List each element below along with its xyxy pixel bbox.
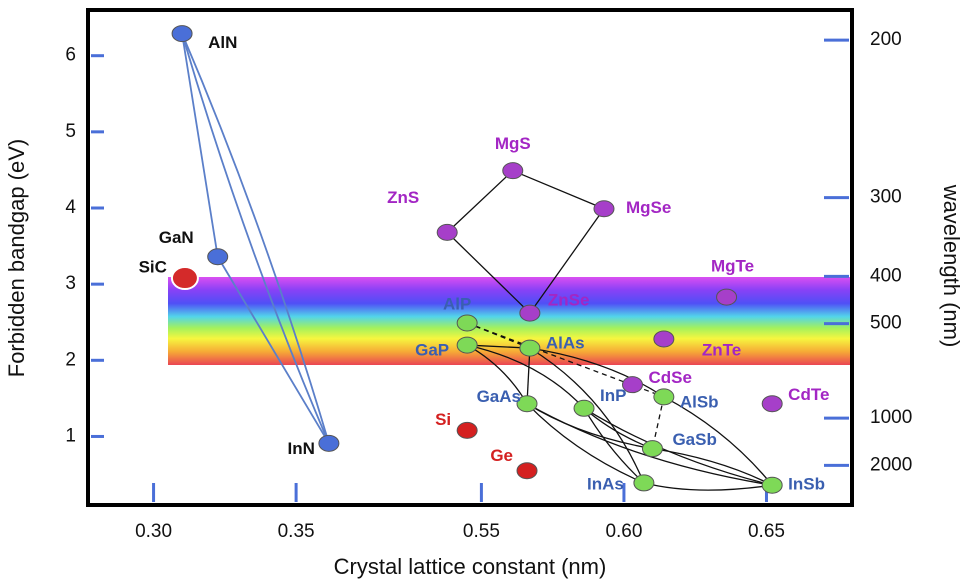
y-tick-label: 4 bbox=[65, 197, 76, 218]
point bbox=[621, 376, 643, 394]
point bbox=[653, 388, 675, 406]
y-tick-label: 3 bbox=[65, 273, 76, 294]
link bbox=[181, 33, 330, 444]
point bbox=[641, 440, 663, 458]
link bbox=[446, 231, 531, 314]
link bbox=[643, 482, 773, 491]
point-label: GaSb bbox=[672, 430, 716, 449]
point bbox=[573, 399, 595, 417]
y2-tick-label: 2000 bbox=[870, 454, 912, 475]
link bbox=[216, 256, 330, 444]
point bbox=[761, 395, 783, 413]
point-label: CdTe bbox=[788, 385, 829, 404]
point-label: InSb bbox=[788, 475, 825, 494]
point-label: MgTe bbox=[711, 257, 754, 276]
point-label: InP bbox=[600, 386, 626, 405]
point-label: Si bbox=[435, 410, 451, 429]
point-label: AlSb bbox=[680, 392, 719, 411]
y2-tick-label: 1000 bbox=[870, 407, 912, 428]
point bbox=[519, 339, 541, 357]
point bbox=[653, 330, 675, 348]
point bbox=[171, 25, 193, 43]
y-tick-label: 6 bbox=[65, 45, 76, 66]
y-tick-label: 1 bbox=[65, 425, 76, 446]
point bbox=[516, 462, 538, 480]
x-axis-title: Crystal lattice constant (nm) bbox=[334, 554, 607, 579]
y2-tick-label: 200 bbox=[870, 29, 902, 50]
x-tick-label: 0.30 bbox=[135, 521, 172, 542]
point bbox=[502, 162, 524, 180]
link bbox=[529, 347, 665, 398]
link bbox=[181, 33, 330, 444]
point-label: MgSe bbox=[626, 198, 671, 217]
point bbox=[456, 336, 478, 354]
y-tick-label: 5 bbox=[65, 121, 76, 142]
point-label: SiC bbox=[139, 258, 167, 277]
point-label: AlAs bbox=[546, 334, 585, 353]
y-tick-label: 2 bbox=[65, 349, 76, 370]
links bbox=[181, 33, 773, 491]
point-label: Ge bbox=[490, 446, 513, 465]
point bbox=[516, 395, 538, 413]
link bbox=[583, 407, 645, 484]
x-tick-label: 0.55 bbox=[463, 521, 500, 542]
y-axis-title: Forbidden bandgap (eV) bbox=[4, 139, 29, 378]
link bbox=[446, 170, 514, 233]
point-label: ZnS bbox=[387, 188, 419, 207]
point-label: GaP bbox=[415, 341, 449, 360]
y2-tick-label: 400 bbox=[870, 265, 902, 286]
x-tick-label: 0.65 bbox=[748, 521, 785, 542]
plot-frame bbox=[86, 8, 854, 507]
visible-band bbox=[168, 277, 850, 365]
point bbox=[761, 476, 783, 494]
point-label: GaAs bbox=[477, 387, 521, 406]
point-label: ZnSe bbox=[548, 291, 590, 310]
point bbox=[633, 474, 655, 492]
point-label: ZnTe bbox=[702, 340, 741, 359]
link bbox=[529, 208, 605, 314]
y2-tick-label: 300 bbox=[870, 187, 902, 208]
point bbox=[519, 304, 541, 322]
link bbox=[583, 407, 773, 486]
point bbox=[593, 200, 615, 218]
point bbox=[716, 288, 738, 306]
point bbox=[170, 266, 199, 291]
y2-tick-label: 500 bbox=[870, 313, 902, 334]
link bbox=[529, 347, 645, 484]
point bbox=[456, 314, 478, 332]
point bbox=[207, 248, 229, 266]
x-tick-label: 0.35 bbox=[278, 521, 315, 542]
link bbox=[652, 448, 773, 486]
point-label: CdSe bbox=[648, 368, 691, 387]
link bbox=[512, 170, 605, 210]
point-label: InAs bbox=[587, 474, 624, 493]
point bbox=[318, 434, 340, 452]
link bbox=[467, 344, 585, 409]
point-label: AlP bbox=[443, 294, 471, 313]
point bbox=[436, 223, 458, 241]
link bbox=[663, 396, 773, 486]
point-label: AlN bbox=[208, 33, 237, 52]
point-label: MgS bbox=[495, 134, 531, 153]
point-label: GaN bbox=[159, 228, 194, 247]
link bbox=[526, 403, 645, 484]
y2-axis-title: wavelength (nm) bbox=[939, 184, 964, 348]
point-label: InN bbox=[287, 439, 314, 458]
link bbox=[181, 33, 219, 257]
x-tick-label: 0.60 bbox=[605, 521, 642, 542]
link bbox=[526, 403, 773, 486]
point bbox=[456, 421, 478, 439]
